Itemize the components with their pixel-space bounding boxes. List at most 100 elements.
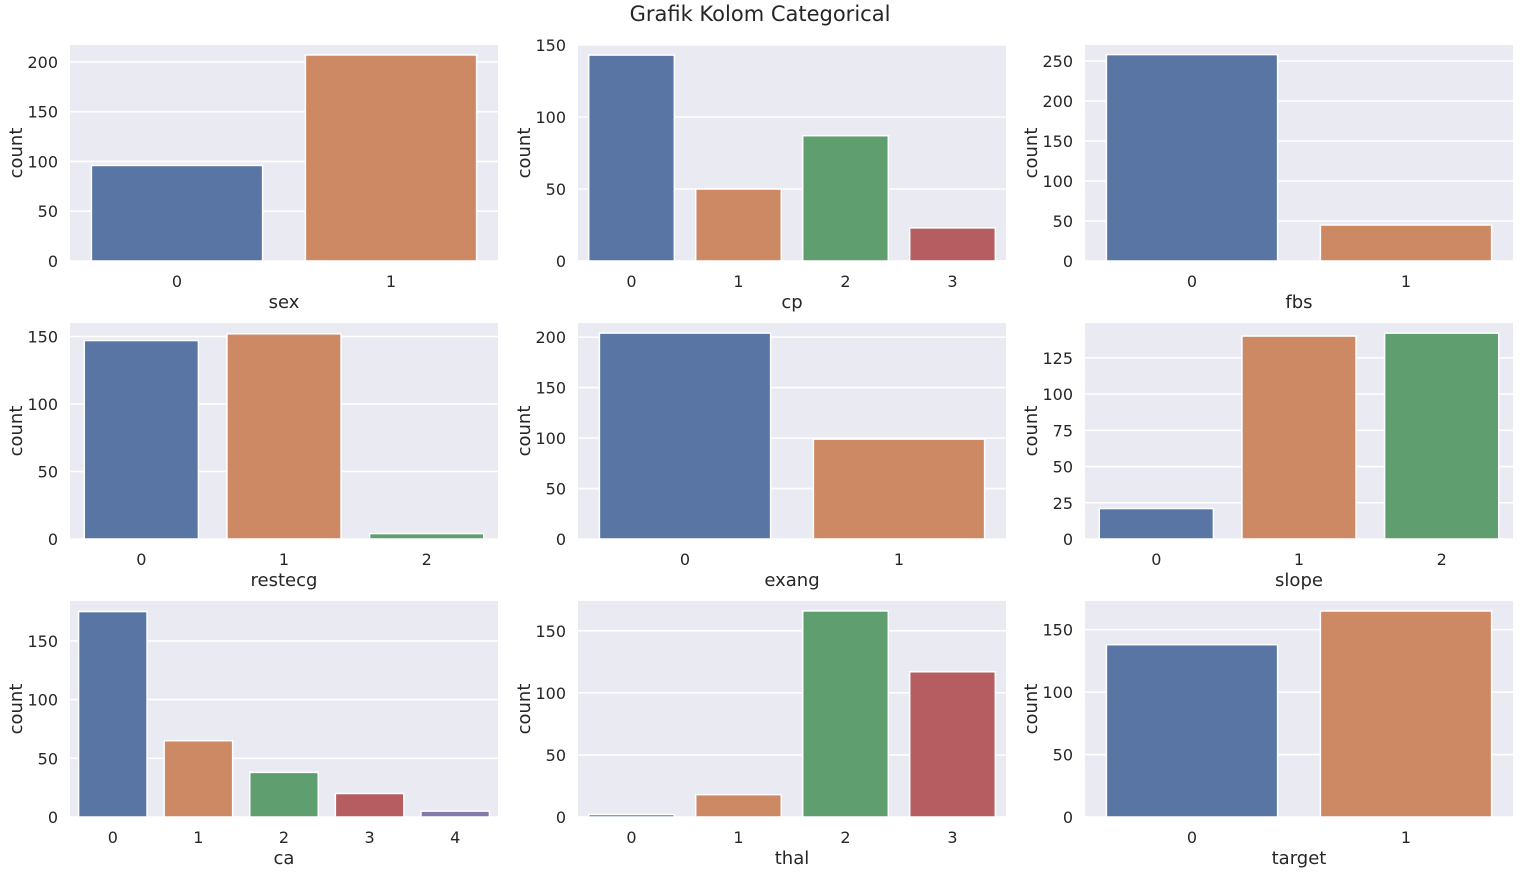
x-tick-label: 0 xyxy=(1187,272,1197,291)
x-tick-label: 0 xyxy=(1151,550,1161,569)
bar-restecg-1 xyxy=(226,333,342,540)
y-tick-label: 0 xyxy=(556,252,566,271)
y-axis-label: count xyxy=(514,406,535,457)
bar-thal-1 xyxy=(694,793,783,818)
y-tick-label: 0 xyxy=(48,252,58,271)
bar-cp-3 xyxy=(908,227,997,262)
x-axis-label: exang xyxy=(764,570,819,591)
y-tick-label: 200 xyxy=(27,53,58,72)
x-axis-label: fbs xyxy=(1285,292,1312,313)
y-axis-label: count xyxy=(514,128,535,179)
x-axis-label: thal xyxy=(775,848,810,869)
bar-ca-4 xyxy=(420,810,491,818)
y-tick-label: 125 xyxy=(1042,349,1073,368)
y-tick-label: 200 xyxy=(1042,92,1073,111)
x-tick-label: 1 xyxy=(1401,272,1411,291)
y-tick-label: 100 xyxy=(27,395,58,414)
y-tick-label: 0 xyxy=(1063,530,1073,549)
y-tick-label: 0 xyxy=(556,530,566,549)
subplot-fbs: 0 50 100 150 200 250 0 1 fbs count xyxy=(1021,45,1513,313)
y-axis-label: count xyxy=(514,684,535,735)
y-tick-label: 0 xyxy=(1063,252,1073,271)
bar-thal-2 xyxy=(801,610,890,818)
bar-fbs-1 xyxy=(1319,224,1493,262)
x-axis-label: slope xyxy=(1275,570,1323,591)
bar-exang-1 xyxy=(812,438,986,540)
y-tick-label: 150 xyxy=(1042,621,1073,640)
x-tick-label: 1 xyxy=(193,828,203,847)
y-tick-label: 100 xyxy=(535,108,566,127)
y-tick-label: 0 xyxy=(48,530,58,549)
x-tick-label: 4 xyxy=(450,828,460,847)
y-tick-label: 50 xyxy=(38,202,58,221)
y-tick-label: 50 xyxy=(1053,746,1073,765)
bar-sex-1 xyxy=(304,54,478,262)
bar-thal-3 xyxy=(908,671,997,818)
bar-restecg-2 xyxy=(368,532,485,540)
bar-restecg-0 xyxy=(83,339,200,540)
x-tick-label: 0 xyxy=(172,272,182,291)
x-tick-label: 1 xyxy=(279,550,289,569)
subplot-cp: 0 50 100 150 0 1 2 3 cp count xyxy=(514,36,1006,313)
x-tick-label: 1 xyxy=(1294,550,1304,569)
x-tick-label: 0 xyxy=(108,828,118,847)
x-tick-label: 2 xyxy=(279,828,289,847)
subplot-ca: 0 50 100 150 0 1 2 3 4 ca count xyxy=(6,601,498,869)
y-tick-label: 150 xyxy=(27,632,58,651)
x-tick-label: 3 xyxy=(947,272,957,291)
y-axis-label: count xyxy=(1021,406,1042,457)
bar-slope-0 xyxy=(1098,507,1215,540)
x-tick-label: 0 xyxy=(626,272,636,291)
x-axis-label: restecg xyxy=(251,570,318,591)
x-tick-label: 1 xyxy=(894,550,904,569)
subplot-exang: 0 50 100 150 200 0 1 exang count xyxy=(514,323,1006,591)
y-tick-label: 50 xyxy=(546,180,566,199)
x-tick-label: 0 xyxy=(1187,828,1197,847)
y-tick-label: 75 xyxy=(1053,421,1073,440)
y-tick-label: 250 xyxy=(1042,52,1073,71)
bar-cp-0 xyxy=(587,54,676,262)
bar-cp-1 xyxy=(694,188,783,262)
y-tick-label: 100 xyxy=(1042,683,1073,702)
figure-title: Grafik Kolom Categorical xyxy=(629,2,891,26)
y-tick-label: 50 xyxy=(1053,458,1073,477)
y-tick-label: 0 xyxy=(556,808,566,827)
y-tick-label: 150 xyxy=(27,103,58,122)
y-axis-label: count xyxy=(6,684,27,735)
x-tick-label: 0 xyxy=(136,550,146,569)
x-tick-label: 1 xyxy=(733,828,743,847)
y-tick-label: 100 xyxy=(535,684,566,703)
x-tick-label: 1 xyxy=(386,272,396,291)
x-axis-label: target xyxy=(1272,848,1327,869)
subplot-target: 0 50 100 150 0 1 target count xyxy=(1021,601,1513,869)
bar-thal-0 xyxy=(587,813,676,818)
x-tick-label: 1 xyxy=(733,272,743,291)
y-axis-label: count xyxy=(6,128,27,179)
subplot-thal: 0 50 100 150 0 1 2 3 thal count xyxy=(514,601,1006,869)
y-axis-label: count xyxy=(1021,128,1042,179)
y-tick-label: 100 xyxy=(1042,172,1073,191)
bar-ca-3 xyxy=(334,792,405,818)
x-tick-label: 2 xyxy=(840,272,850,291)
y-tick-label: 50 xyxy=(546,480,566,499)
subplot-restecg: 0 50 100 150 0 1 2 restecg count xyxy=(6,323,498,591)
y-tick-label: 150 xyxy=(535,622,566,641)
x-tick-label: 1 xyxy=(1401,828,1411,847)
y-tick-label: 50 xyxy=(38,749,58,768)
bar-ca-1 xyxy=(163,739,234,818)
y-tick-label: 50 xyxy=(1053,212,1073,231)
y-tick-label: 150 xyxy=(535,379,566,398)
subplot-sex: 0 50 100 150 200 0 1 sex count xyxy=(6,45,498,313)
y-tick-label: 25 xyxy=(1053,494,1073,513)
x-tick-label: 2 xyxy=(840,828,850,847)
bar-fbs-0 xyxy=(1105,53,1279,262)
bar-ca-2 xyxy=(249,771,319,818)
bar-ca-0 xyxy=(77,610,148,818)
y-tick-label: 150 xyxy=(1042,132,1073,151)
x-tick-label: 3 xyxy=(947,828,957,847)
x-tick-label: 2 xyxy=(422,550,432,569)
bar-target-1 xyxy=(1319,610,1493,818)
y-tick-label: 100 xyxy=(27,691,58,710)
y-tick-label: 150 xyxy=(27,328,58,347)
